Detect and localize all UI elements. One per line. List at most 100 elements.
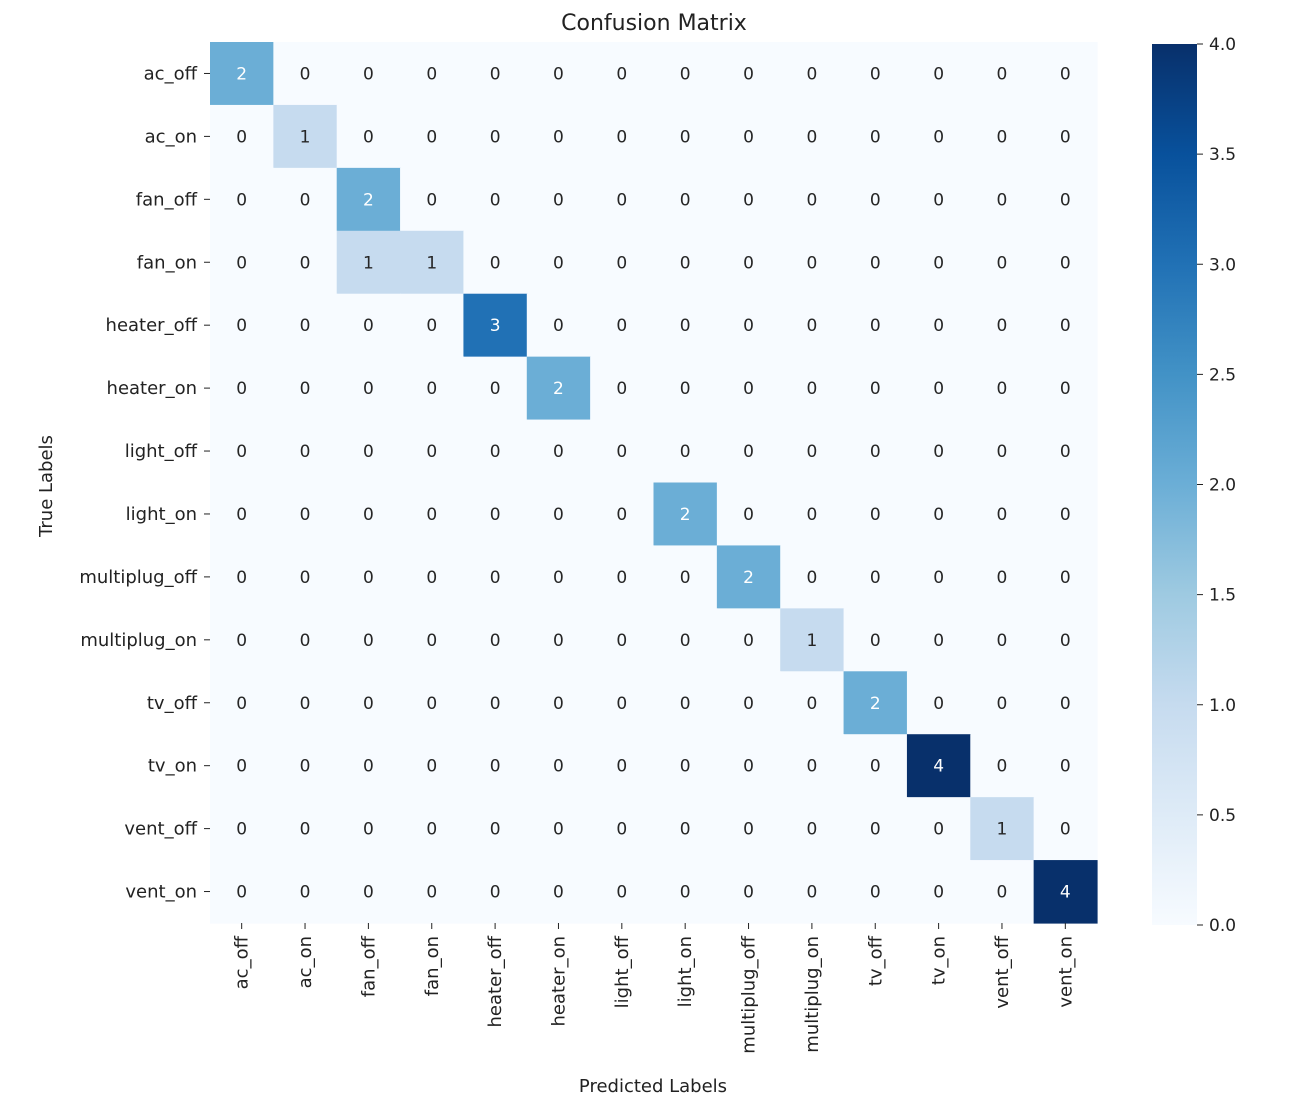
heatmap-cell-value: 0 [236, 442, 247, 462]
heatmap-cell-value: 0 [997, 694, 1008, 714]
heatmap-cell-value: 0 [363, 883, 374, 903]
heatmap-cell [780, 482, 845, 547]
y-tick-label: heater_off [106, 315, 198, 336]
heatmap-cell-value: 0 [680, 127, 691, 147]
heatmap-cell [590, 230, 655, 295]
heatmap-cell [336, 608, 401, 672]
heatmap-cell-value: 0 [616, 757, 627, 777]
heatmap-cell [780, 167, 845, 232]
heatmap-cell-value: 0 [236, 190, 247, 210]
y-tick-label: multiplug_on [80, 630, 197, 651]
heatmap-cell [906, 734, 971, 798]
heatmap-cell-value: 0 [806, 379, 817, 399]
heatmap-cell-value: 0 [300, 253, 311, 273]
heatmap-cell-value: 0 [997, 253, 1008, 273]
heatmap-cell [843, 230, 908, 295]
heatmap-cell-labels: 2 0 0 0 0 0 0 0 0 0 0 0 0 0 0 1 0 0 0 0 0 0 0 0 0 0 0 0 0 0 2 0 0 0 0 0 0 0 0 0… [236, 64, 1070, 902]
heatmap-cell-value: 0 [1060, 694, 1071, 714]
heatmap-cell-value: 0 [616, 568, 627, 588]
heatmap-cell-value: 0 [870, 883, 881, 903]
heatmap-cell [906, 482, 971, 547]
heatmap-cell-value: 0 [870, 190, 881, 210]
heatmap-cell-value: 1 [300, 127, 311, 147]
heatmap-cell [273, 356, 338, 421]
heatmap-cell [400, 734, 465, 798]
heatmap-cell-value: 0 [997, 505, 1008, 525]
heatmap-cell-value: 2 [553, 379, 564, 399]
heatmap-cell [463, 671, 528, 735]
heatmap-cell-value: 0 [870, 127, 881, 147]
heatmap-cell [336, 860, 401, 924]
heatmap-cell [970, 734, 1035, 798]
heatmap-cell-value: 0 [997, 568, 1008, 588]
heatmap-cell-value: 0 [300, 694, 311, 714]
heatmap-cell [526, 797, 591, 861]
x-tick-label: tv_on [929, 936, 950, 985]
heatmap-cell [463, 42, 528, 106]
heatmap-cell-value: 0 [680, 316, 691, 336]
heatmap-cell-value: 0 [743, 883, 754, 903]
heatmap-cell [970, 230, 1035, 295]
heatmap-cell [210, 671, 274, 735]
heatmap-cell [970, 42, 1035, 106]
heatmap-cell [590, 167, 655, 232]
heatmap-cell [526, 230, 591, 295]
heatmap-cell-value: 0 [363, 694, 374, 714]
heatmap-cell [526, 419, 591, 484]
heatmap-cell [273, 545, 338, 609]
heatmap-cell [653, 608, 718, 672]
heatmap-cell-value: 0 [490, 631, 501, 651]
heatmap-cell-value: 0 [300, 190, 311, 210]
heatmap-cell-value: 0 [363, 127, 374, 147]
heatmap-cell [780, 42, 845, 106]
heatmap-cell [400, 545, 465, 609]
heatmap-cell-value: 0 [553, 190, 564, 210]
heatmap-cell [716, 293, 781, 358]
y-tick-label: fan_off [136, 189, 198, 210]
heatmap-cell [906, 356, 971, 421]
heatmap-cell-value: 0 [870, 253, 881, 273]
heatmap-cell-value: 0 [933, 379, 944, 399]
heatmap-cell [780, 608, 845, 672]
heatmap-cell-value: 0 [743, 631, 754, 651]
heatmap-cell-value: 0 [363, 820, 374, 840]
heatmap-cell-value: 0 [553, 757, 564, 777]
heatmap-cell [906, 42, 971, 106]
heatmap-cell [970, 671, 1035, 735]
heatmap-cell [1033, 42, 1098, 106]
x-tick-label: ac_on [295, 936, 316, 988]
heatmap-cell-value: 2 [870, 694, 881, 714]
heatmap-cell-value: 2 [236, 64, 247, 84]
y-tick-label: light_on [126, 504, 197, 525]
heatmap-cell-value: 0 [870, 568, 881, 588]
x-tick-label: ac_off [232, 935, 253, 989]
heatmap-cell [400, 797, 465, 861]
heatmap-cell [1033, 797, 1098, 861]
heatmap-cell [906, 671, 971, 735]
heatmap-cell-value: 0 [426, 190, 437, 210]
heatmap-cell-value: 0 [300, 568, 311, 588]
heatmap-cell-value: 0 [426, 316, 437, 336]
heatmap-cell-value: 0 [1060, 820, 1071, 840]
heatmap-cell-value: 0 [806, 883, 817, 903]
heatmap-cell [526, 356, 591, 421]
colorbar-tick-label: 2.5 [1209, 365, 1236, 385]
heatmap-cell-value: 0 [1060, 64, 1071, 84]
heatmap-cell [590, 356, 655, 421]
heatmap-cell-value: 0 [870, 757, 881, 777]
heatmap-cell [400, 860, 465, 924]
heatmap-cell [210, 482, 274, 547]
x-tick-label: heater_on [548, 936, 569, 1026]
heatmap-cell [526, 734, 591, 798]
heatmap-cell-value: 0 [806, 316, 817, 336]
heatmap-cell [526, 104, 591, 169]
heatmap-cell-value: 0 [616, 820, 627, 840]
heatmap-cell-value: 1 [806, 631, 817, 651]
heatmap-cell [906, 545, 971, 609]
heatmap-cell-value: 0 [1060, 442, 1071, 462]
heatmap-cell-value: 0 [743, 442, 754, 462]
heatmap-cell-value: 0 [680, 757, 691, 777]
colorbar-tick-label: 1.0 [1209, 696, 1236, 716]
heatmap-cell [463, 608, 528, 672]
heatmap-cell-value: 0 [1060, 757, 1071, 777]
